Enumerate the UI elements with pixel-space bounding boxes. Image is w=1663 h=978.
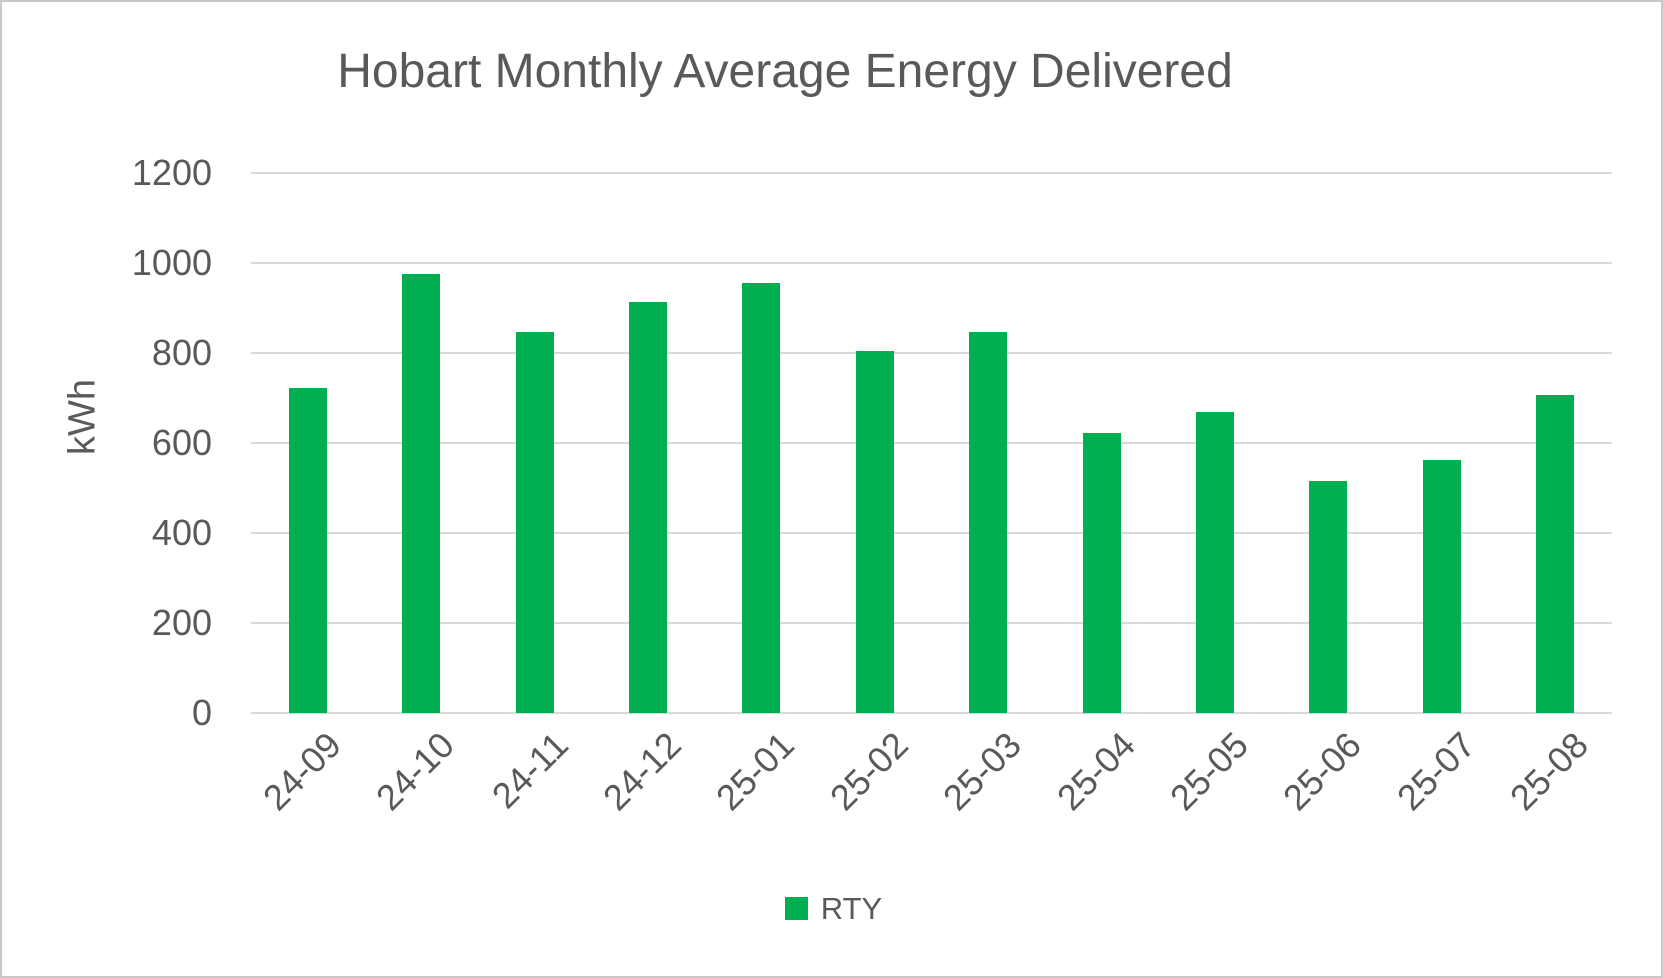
bar-25-01	[742, 283, 781, 713]
x-tick-label-25-02: 25-02	[821, 724, 916, 819]
y-tick-label-600: 600	[151, 422, 212, 463]
bar-25-03	[969, 332, 1008, 713]
x-tick-label-25-08: 25-08	[1502, 724, 1597, 819]
x-tick-label-25-03: 25-03	[935, 724, 1030, 819]
y-tick-label-1000: 1000	[131, 242, 212, 283]
x-tick-label-25-01: 25-01	[708, 724, 803, 819]
x-tick-label-25-07: 25-07	[1388, 724, 1483, 819]
bar-24-09	[288, 388, 327, 713]
gridline-1000	[251, 262, 1612, 264]
x-tick-label-25-04: 25-04	[1048, 724, 1143, 819]
y-tick-label-1200: 1200	[131, 152, 212, 193]
bar-24-12	[628, 301, 667, 713]
bar-25-05	[1196, 411, 1235, 713]
gridline-400	[251, 532, 1612, 534]
gridline-0	[251, 712, 1612, 714]
gridline-1200	[251, 172, 1612, 174]
bar-25-04	[1082, 433, 1121, 713]
gridline-800	[251, 352, 1612, 354]
x-tick-label-24-10: 24-10	[368, 724, 463, 819]
bar-25-07	[1422, 459, 1461, 713]
bar-24-11	[515, 332, 554, 713]
gridline-200	[251, 622, 1612, 624]
x-tick-label-24-11: 24-11	[483, 724, 576, 817]
y-tick-label-200: 200	[151, 602, 212, 643]
y-tick-label-800: 800	[151, 332, 212, 373]
y-tick-label-0: 0	[191, 692, 212, 733]
bar-24-10	[402, 273, 441, 713]
x-tick-label-25-05: 25-05	[1161, 724, 1257, 819]
y-tick-label-400: 400	[151, 512, 212, 553]
bar-25-08	[1536, 394, 1575, 713]
bar-25-02	[855, 351, 894, 713]
bar-25-06	[1309, 481, 1348, 713]
legend-label-rty: RTY	[820, 891, 883, 926]
x-tick-label-24-12: 24-12	[594, 724, 689, 819]
x-tick-label-24-09: 24-09	[254, 724, 349, 819]
legend: RTY	[2, 893, 1663, 924]
gridline-600	[251, 442, 1612, 444]
x-tick-label-25-06: 25-06	[1275, 724, 1370, 819]
legend-swatch-rty	[784, 897, 808, 920]
chart-title: Hobart Monthly Average Energy Delivered	[337, 45, 1233, 98]
